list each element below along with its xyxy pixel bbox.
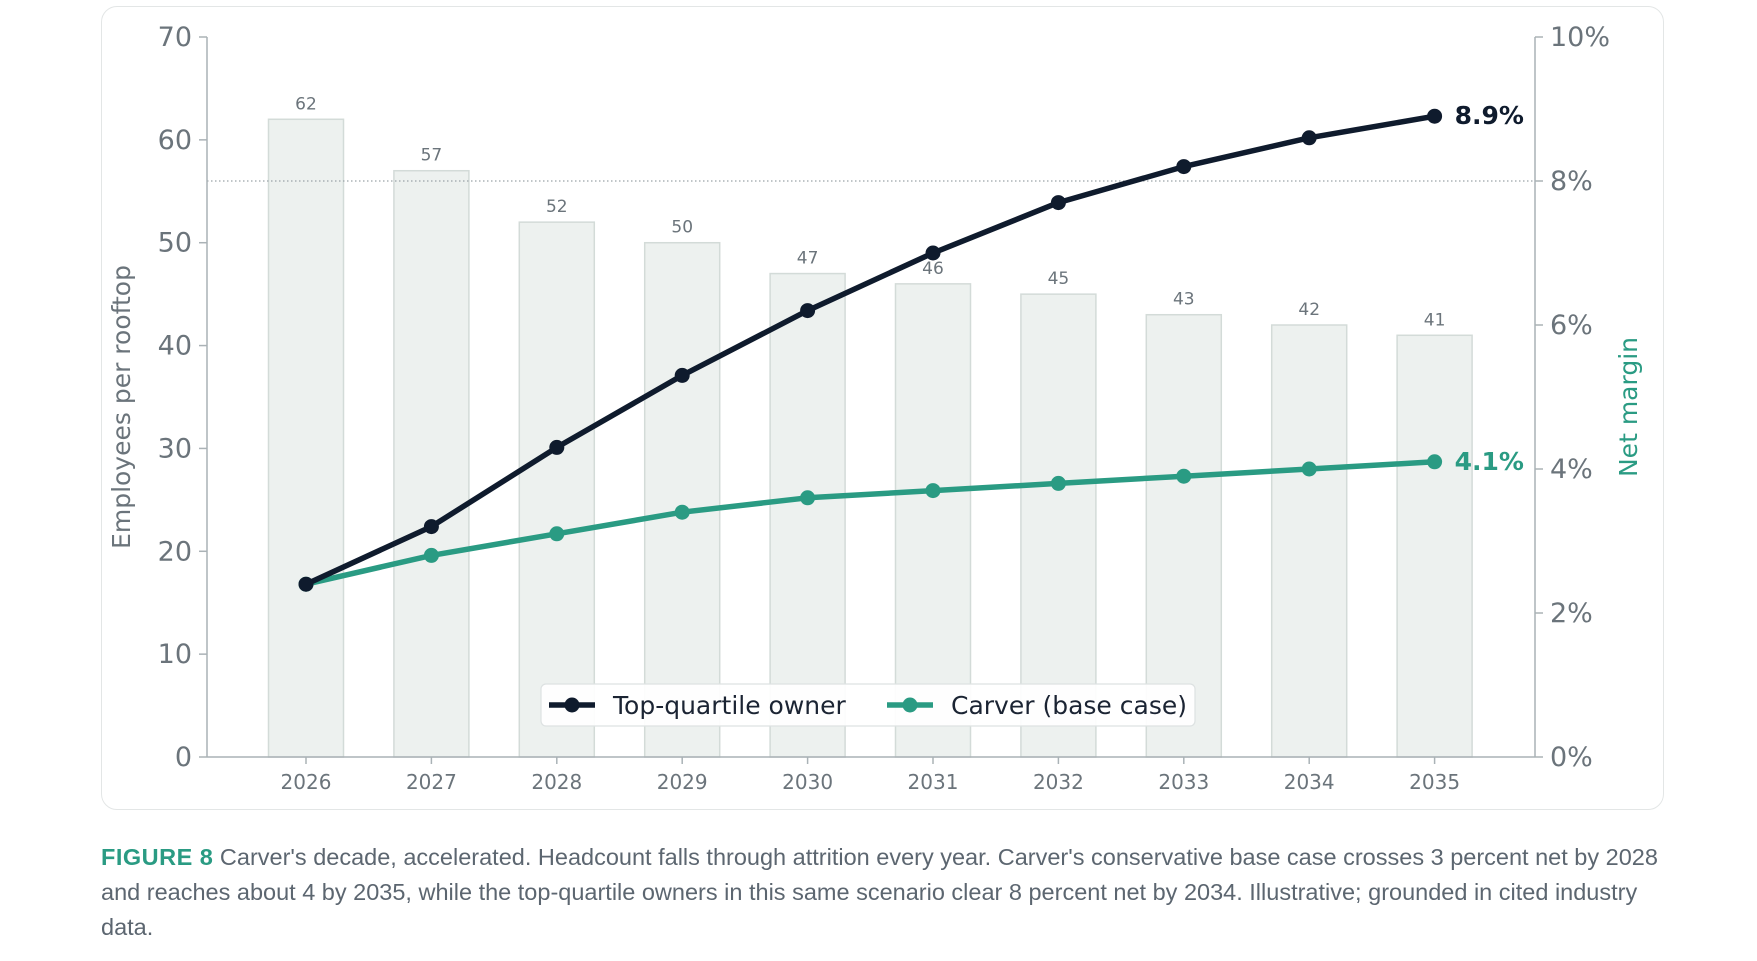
bar-2033	[1145, 313, 1223, 758]
carver-point-2033	[1176, 468, 1192, 484]
y-axis-title: Employees per rooftop	[107, 265, 136, 549]
carver-point-2031	[925, 483, 941, 499]
bar-2030	[769, 272, 846, 758]
carver-end-label: 4.1%	[1455, 447, 1524, 476]
top-quartile-line	[303, 113, 1438, 587]
top-quartile-point-2035	[1427, 108, 1443, 124]
x-tick-label: 2026	[281, 770, 332, 794]
bar-2032	[1020, 293, 1097, 758]
y2-tick-label: 4%	[1550, 454, 1593, 485]
y-tick-label: 20	[158, 536, 192, 567]
y2-tick-label: 2%	[1550, 598, 1593, 629]
bars-layer	[267, 118, 1473, 758]
top-quartile-point-2034	[1301, 130, 1317, 146]
top-quartile-point-2033	[1176, 159, 1192, 175]
figure-caption-text: Carver's decade, accelerated. Headcount …	[101, 844, 1658, 940]
bar-2035	[1396, 334, 1473, 758]
top-quartile-end-label: 8.9%	[1455, 101, 1524, 130]
legend-swatch-marker-top-quartile	[564, 697, 580, 713]
x-tick-label: 2030	[782, 770, 833, 794]
bar-value-label: 42	[1298, 300, 1320, 320]
carver-point-2034	[1301, 461, 1317, 477]
figure-caption: FIGURE 8 Carver's decade, accelerated. H…	[101, 840, 1666, 945]
top-quartile-point-2030	[800, 303, 816, 319]
bar-value-label: 46	[922, 259, 944, 279]
x-tick-label: 2034	[1284, 770, 1335, 794]
top-quartile-point-2032	[1050, 195, 1066, 211]
bar-value-label: 50	[671, 218, 693, 238]
x-tick-label: 2029	[657, 770, 708, 794]
top-quartile-point-2027	[423, 519, 439, 535]
carver-point-2032	[1050, 475, 1066, 491]
carver-line	[303, 459, 1438, 587]
legend-swatch-marker-carver	[902, 697, 918, 713]
top-quartile-point-2028	[549, 439, 565, 455]
x-tick-label: 2028	[531, 770, 582, 794]
carver-point-2035	[1427, 454, 1443, 470]
bar-2026	[267, 118, 345, 758]
y-tick-label: 30	[158, 433, 192, 464]
bar-value-label: 52	[546, 197, 568, 217]
y-tick-label: 40	[158, 331, 192, 362]
bar-2034	[1270, 324, 1348, 758]
y2-axis-title: Net margin	[1614, 337, 1643, 477]
x-tick-label: 2031	[908, 770, 959, 794]
x-tick-label: 2027	[406, 770, 457, 794]
bar-value-label: 57	[421, 146, 443, 166]
bar-value-label: 62	[295, 94, 317, 114]
x-tick-label: 2035	[1409, 770, 1460, 794]
bar-value-label: 43	[1173, 290, 1195, 310]
x-tick-label: 2032	[1033, 770, 1084, 794]
y2-tick-label: 0%	[1550, 742, 1593, 773]
bar-2028	[518, 221, 596, 758]
carver-point-2030	[800, 490, 816, 506]
bar-value-label: 41	[1424, 310, 1446, 330]
y-tick-label: 10	[158, 639, 192, 670]
top-quartile-point-2029	[674, 367, 690, 383]
legend-label-top-quartile: Top-quartile owner	[612, 691, 847, 720]
y-tick-label: 50	[158, 228, 192, 259]
y2-tick-label: 6%	[1550, 310, 1593, 341]
bar-value-label: 47	[797, 249, 819, 269]
legend-box	[540, 683, 1196, 727]
carver-point-2027	[423, 547, 439, 563]
bar-2027	[393, 169, 470, 758]
y-tick-label: 0	[175, 742, 192, 773]
bar-2029	[643, 241, 721, 758]
y-tick-label: 70	[158, 22, 192, 53]
legend-label-carver: Carver (base case)	[951, 691, 1187, 720]
x-tick-label: 2033	[1158, 770, 1209, 794]
lines-layer	[298, 108, 1443, 592]
legend: Top-quartile owner Carver (base case)	[540, 683, 1196, 727]
labels-layer: 62 57 52 50 47 46 45 43 42 41 4.1% 8.9%	[295, 94, 1524, 476]
bar-2031	[894, 283, 972, 758]
bar-value-label: 45	[1048, 269, 1070, 289]
carver-point-2029	[674, 504, 690, 520]
carver-point-2028	[549, 526, 565, 542]
top-quartile-point-2026	[298, 576, 314, 592]
figure-label: FIGURE 8	[101, 844, 214, 870]
y-tick-label: 60	[158, 125, 192, 156]
y2-tick-label: 10%	[1550, 22, 1610, 53]
top-quartile-point-2031	[925, 245, 941, 261]
y2-tick-label: 8%	[1550, 166, 1593, 197]
